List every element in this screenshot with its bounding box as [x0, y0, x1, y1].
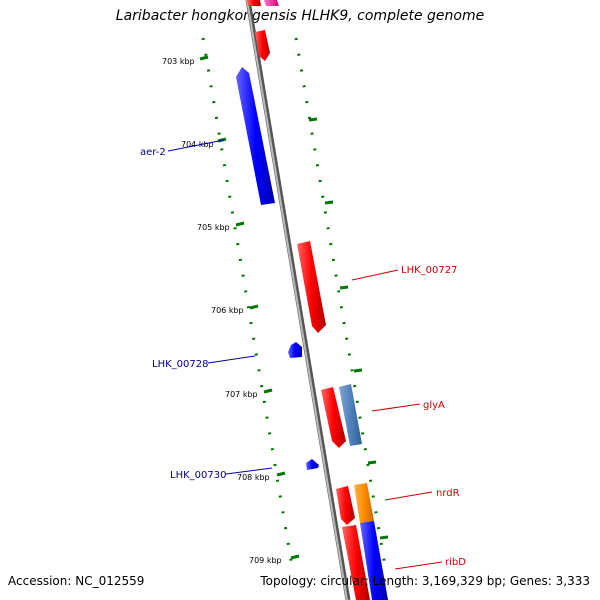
gene-feature-glya-steel[interactable]: [339, 384, 362, 446]
gene-feature-ribd-blue[interactable]: [360, 521, 388, 600]
gene-feature-red-small[interactable]: [255, 30, 270, 61]
leader-line-ribd: [394, 561, 443, 570]
leader-line-nrdr: [384, 491, 433, 501]
gene-label-nrdr[interactable]: nrdR: [436, 488, 460, 499]
gene-label-glya[interactable]: glyA: [423, 400, 445, 411]
tick-label-705: 705 kbp: [197, 223, 230, 232]
gene-feature-top-red[interactable]: [247, 0, 261, 6]
kbp-ticks: [199, 55, 389, 560]
tick-label-703: 703 kbp: [162, 57, 195, 66]
tick-mark: [235, 221, 245, 227]
leader-line-lhk-00728: [207, 355, 256, 364]
gene-feature-top-pink[interactable]: [264, 0, 279, 6]
tick-label-707: 707 kbp: [225, 390, 258, 399]
tick-label-709: 709 kbp: [249, 556, 282, 565]
leader-line-aer-2: [167, 139, 225, 152]
gene-feature-aer-2[interactable]: [236, 67, 275, 205]
leader-line-glya: [371, 403, 421, 412]
gene-feature-ribd-red[interactable]: [342, 525, 370, 600]
backbone-highlight: [246, 0, 348, 600]
tick-label-708: 708 kbp: [237, 473, 270, 482]
leader-line-lhk-00730: [225, 467, 273, 475]
tick-mark: [263, 388, 273, 394]
gene-label-ribd[interactable]: ribD: [445, 557, 466, 568]
tick-mark: [367, 460, 377, 465]
leader-line-lhk-00727: [351, 269, 399, 281]
accession-text: Accession: NC_012559: [8, 574, 145, 588]
gene-feature-nrdr-orange[interactable]: [354, 483, 374, 523]
tick-label-706: 706 kbp: [211, 306, 244, 315]
gene-feature-lhk-00730[interactable]: [306, 459, 319, 470]
gene-label-lhk-00727[interactable]: LHK_00727: [401, 265, 457, 276]
tick-mark: [308, 117, 318, 122]
tick-mark: [290, 554, 300, 560]
gene-label-lhk-00730[interactable]: LHK_00730: [170, 470, 226, 481]
gene-feature-lhk-00727[interactable]: [297, 241, 326, 333]
tick-label-704: 704 kbp: [181, 140, 214, 149]
gene-feature-lhk-00728[interactable]: [288, 342, 302, 358]
tick-mark: [199, 55, 209, 61]
tick-mark: [276, 471, 286, 477]
gene-feature-nrdr-red[interactable]: [336, 486, 355, 525]
tick-mark: [339, 285, 349, 290]
genome-title: Laribacter hongkongensis HLHK9, complete…: [115, 8, 485, 24]
gene-feature-glya-red[interactable]: [321, 387, 346, 448]
gene-label-aer-2[interactable]: aer-2: [140, 147, 166, 158]
gene-label-lhk-00728[interactable]: LHK_00728: [152, 359, 208, 370]
tick-mark: [249, 304, 259, 310]
tick-mark: [324, 200, 334, 205]
genome-stats-text: Topology: circular; Length: 3,169,329 bp…: [260, 574, 590, 588]
tick-mark: [379, 535, 389, 540]
tick-mark: [353, 368, 363, 373]
